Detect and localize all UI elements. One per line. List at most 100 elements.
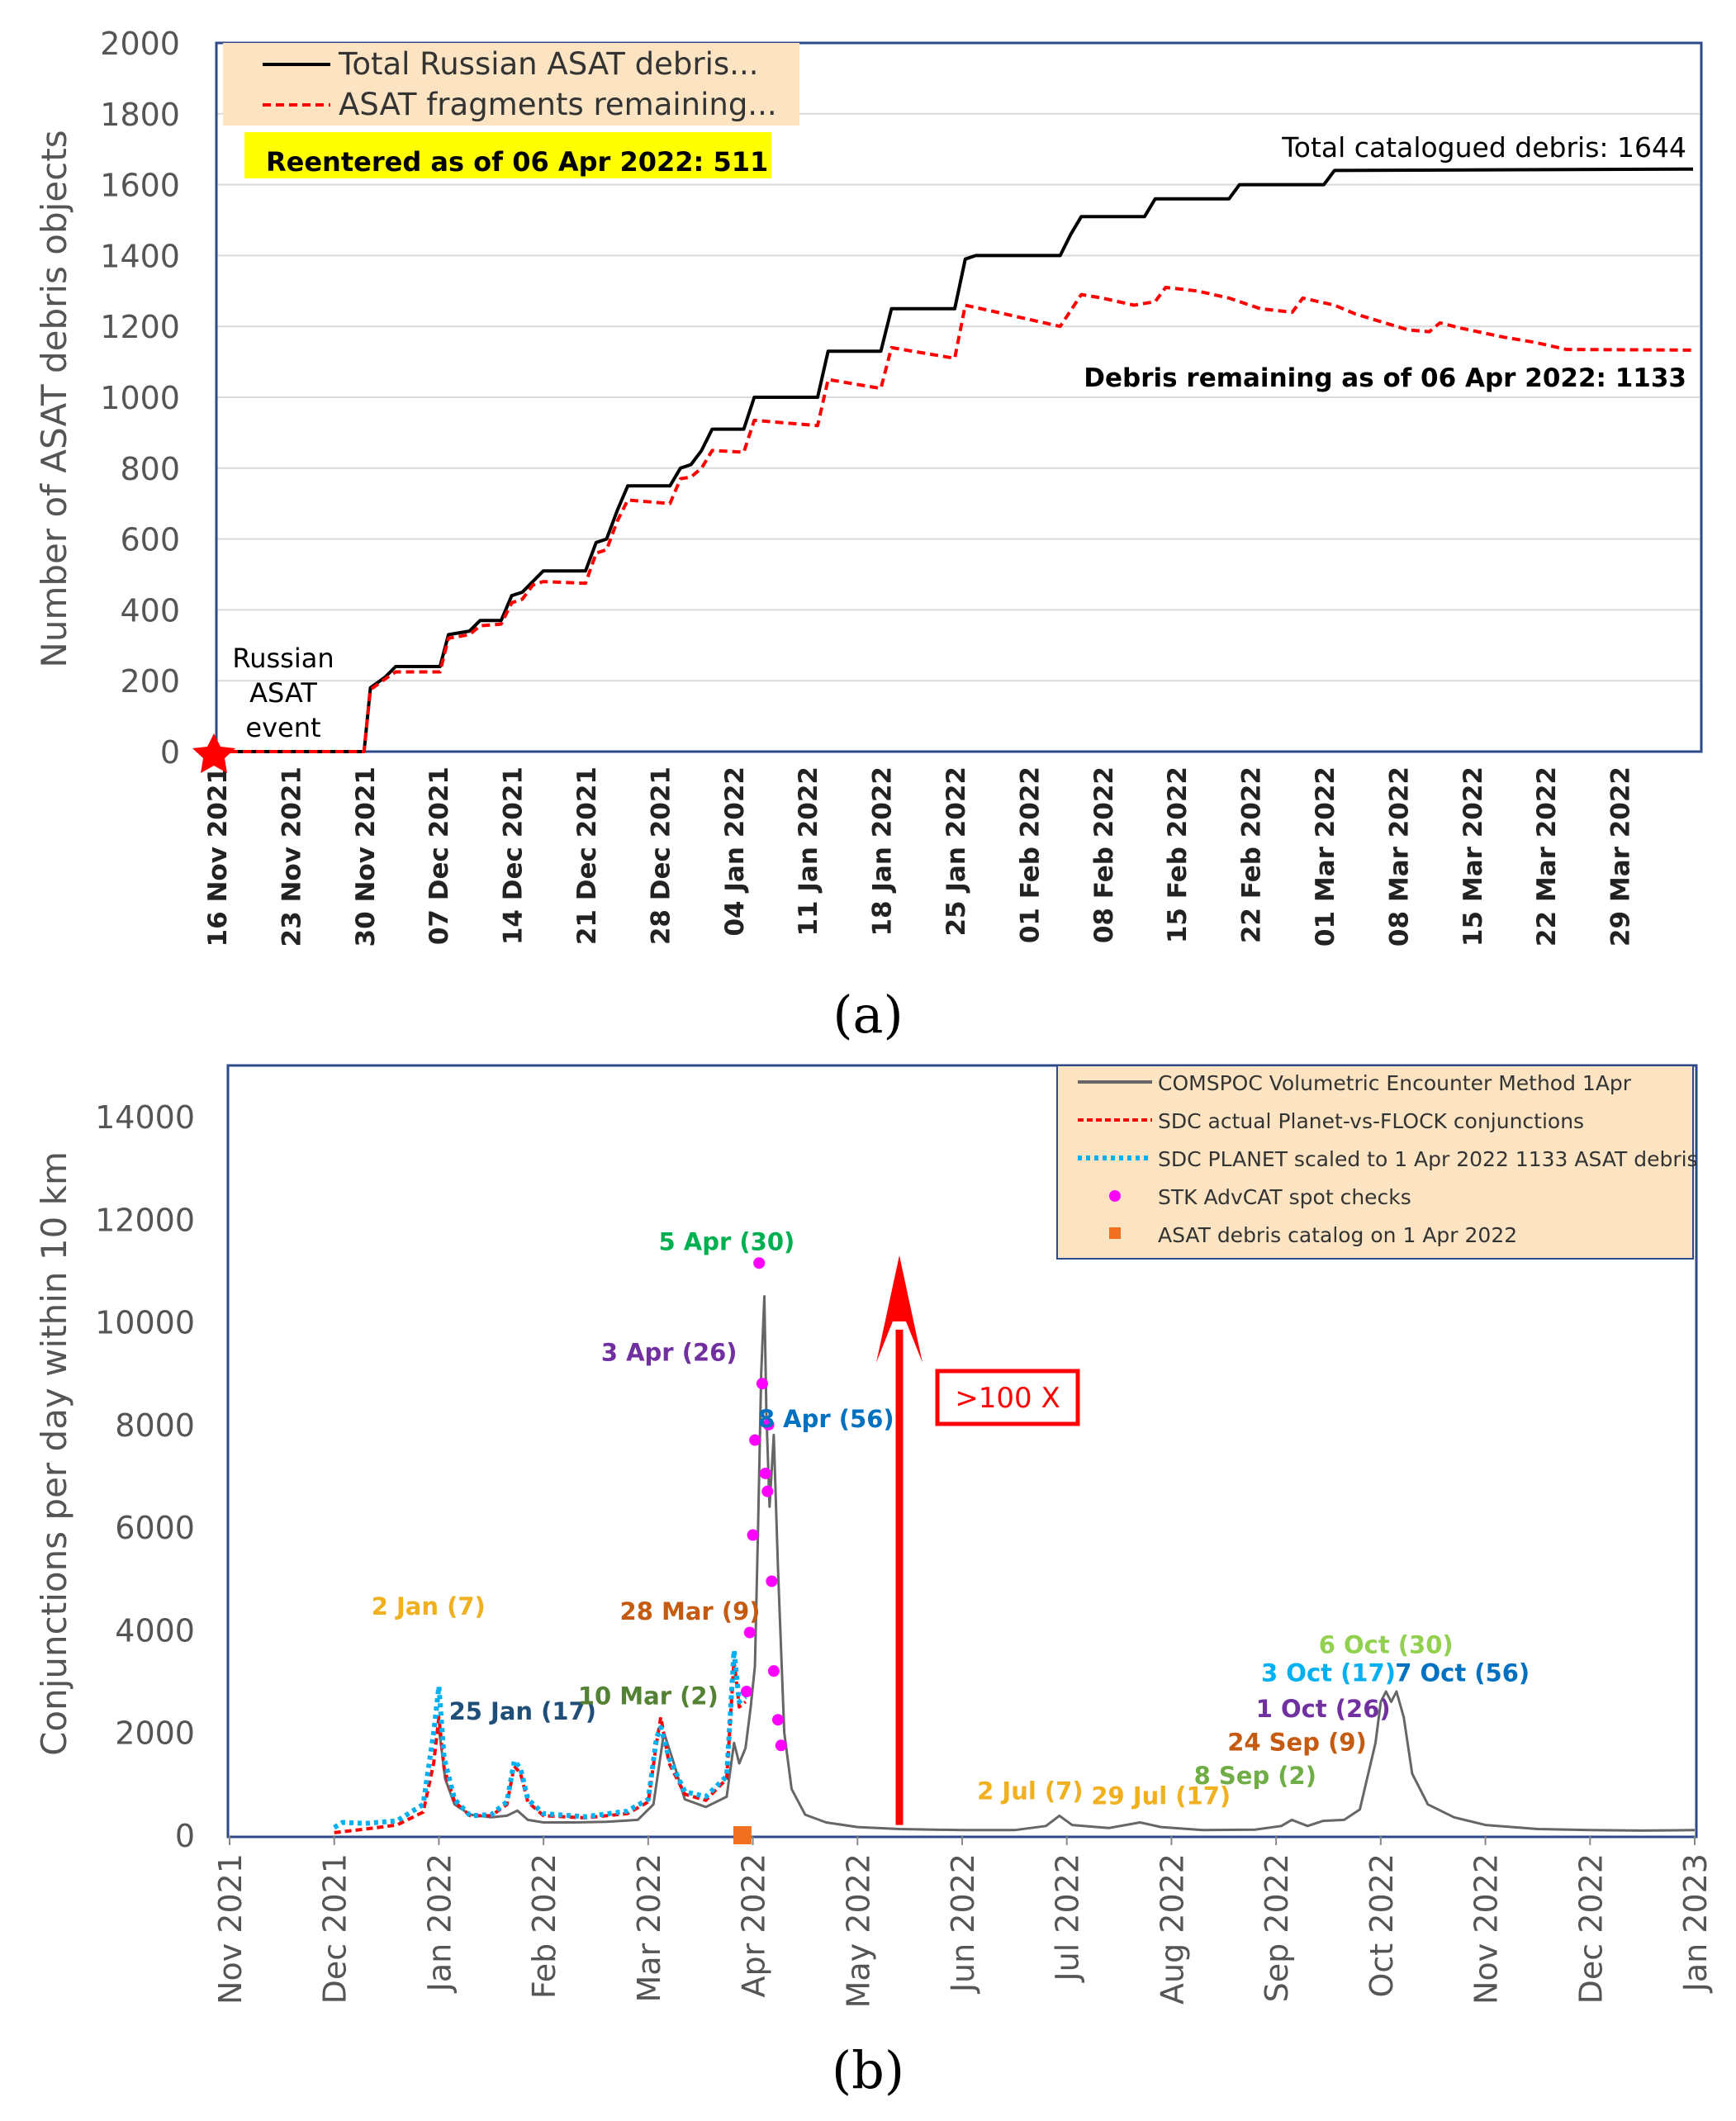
chart-b-series-comspoc-line bbox=[437, 1295, 1696, 1832]
chart-a-series bbox=[216, 167, 1694, 753]
chart-b-y-tick-label: 0 bbox=[175, 1818, 195, 1854]
chart-a-x-tick-label: 16 Nov 2021 bbox=[203, 766, 233, 947]
chart-b-legend-label-sdc-scaled: SDC PLANET scaled to 1 Apr 2022 1133 ASA… bbox=[1158, 1147, 1698, 1171]
chart-a-x-tick-label: 01 Feb 2022 bbox=[1015, 766, 1045, 943]
chart-a-x-tick-label: 18 Jan 2022 bbox=[868, 766, 898, 937]
chart-b-spot-check-point bbox=[747, 1529, 759, 1541]
chart-a-series-total-line bbox=[216, 167, 1694, 753]
chart-b-spot-check-point bbox=[759, 1467, 771, 1479]
chart-a-y-tick-label: 1000 bbox=[100, 380, 180, 416]
chart-b-spot-check-point bbox=[767, 1665, 780, 1677]
chart-a-total-catalogued-note: Total catalogued debris: 1644 bbox=[1281, 131, 1686, 164]
chart-a-x-tick-label: 29 Mar 2022 bbox=[1606, 766, 1636, 947]
chart-b-x-tick-label: Sep 2022 bbox=[1259, 1853, 1295, 2002]
chart-a-y-tick-label: 1200 bbox=[100, 309, 180, 345]
chart-b-legend-label-comspoc: COMSPOC Volumetric Encounter Method 1Apr bbox=[1158, 1071, 1632, 1095]
chart-b-annotation-label: 10 Mar (2) bbox=[578, 1682, 719, 1711]
chart-a-event-label-line1: Russian bbox=[232, 643, 334, 674]
chart-a-remaining-note: Debris remaining as of 06 Apr 2022: 1133 bbox=[1084, 363, 1686, 393]
chart-b-annotation-label: 8 Apr (56) bbox=[758, 1405, 894, 1433]
chart-b-caption: (b) bbox=[832, 2040, 904, 2100]
chart-b-annotation-label: 2 Jul (7) bbox=[977, 1777, 1083, 1805]
chart-a-y-tick-label: 2000 bbox=[100, 26, 180, 62]
chart-a-y-tick-label: 1600 bbox=[100, 168, 180, 204]
chart-a-x-tick-label: 23 Nov 2021 bbox=[277, 766, 306, 947]
chart-b-annotation-label: 1 Oct (26) bbox=[1256, 1695, 1391, 1723]
chart-b-arrow-head bbox=[875, 1255, 923, 1363]
chart-b-y-ticks: 0 2000 4000 6000 8000 10000 12000 14000 bbox=[95, 1099, 195, 1854]
chart-b-legend-box bbox=[1056, 1065, 1694, 1260]
chart-a-y-ticks: 0 200 400 600 800 1000 1200 1400 1600 1800 2000 bbox=[100, 26, 180, 771]
chart-a-reentered-highlight bbox=[244, 132, 771, 178]
chart-a-legend-label-remaining: ASAT fragments remaining... bbox=[339, 87, 777, 122]
chart-b-y-tick-label: 4000 bbox=[115, 1612, 195, 1649]
chart-a-y-tick-label: 1400 bbox=[100, 238, 180, 274]
chart-a-event-star-icon bbox=[192, 733, 235, 773]
chart-b-x-tick-label: Oct 2022 bbox=[1364, 1853, 1400, 1998]
chart-a-legend-box bbox=[223, 43, 799, 126]
chart-a-x-tick-label: 22 Mar 2022 bbox=[1532, 766, 1562, 947]
chart-b: 0 2000 4000 6000 8000 10000 12000 14000 Nov 202… bbox=[34, 1064, 1714, 2100]
chart-b-spot-check-point bbox=[743, 1626, 756, 1639]
chart-a-x-tick-label: 11 Jan 2022 bbox=[794, 766, 823, 937]
chart-a-x-tick-label: 21 Dec 2021 bbox=[572, 766, 602, 945]
chart-b-x-tick-label: Nov 2022 bbox=[1468, 1853, 1505, 2005]
chart-b-annotation-label: 3 Apr (26) bbox=[601, 1338, 738, 1366]
chart-b-catalog-marker bbox=[733, 1826, 752, 1844]
chart-b-annotation-label: 8 Sep (2) bbox=[1194, 1762, 1316, 1790]
chart-b-increase-arrow: >100 X bbox=[875, 1255, 1080, 1825]
chart-b-spot-check-point bbox=[761, 1485, 774, 1497]
chart-b-legend-label-catalog: ASAT debris catalog on 1 Apr 2022 bbox=[1158, 1223, 1517, 1247]
chart-b-spot-check-point bbox=[771, 1714, 784, 1726]
chart-b-x-tick-label: Jul 2022 bbox=[1050, 1853, 1086, 1983]
chart-a-y-tick-label: 1800 bbox=[100, 97, 180, 133]
chart-b-annotation-label: 28 Mar (9) bbox=[620, 1597, 761, 1625]
chart-b-y-tick-label: 8000 bbox=[115, 1407, 195, 1444]
chart-b-annotation-label: 25 Jan (17) bbox=[449, 1697, 596, 1725]
chart-b-legend: COMSPOC Volumetric Encounter Method 1Apr… bbox=[1056, 1065, 1698, 1260]
chart-b-y-tick-label: 14000 bbox=[95, 1099, 195, 1136]
chart-b-x-tick-label: Dec 2021 bbox=[317, 1853, 353, 2004]
chart-b-spot-check-point bbox=[766, 1575, 778, 1587]
chart-b-annotation-label: 5 Apr (30) bbox=[659, 1228, 795, 1256]
chart-a-y-axis-label: Number of ASAT debris objects bbox=[34, 130, 74, 667]
chart-a-x-tick-label: 08 Feb 2022 bbox=[1089, 766, 1119, 943]
chart-b-annotation-label: 6 Oct (30) bbox=[1319, 1630, 1454, 1658]
chart-b-x-tick-label: Dec 2022 bbox=[1572, 1853, 1609, 2004]
chart-a-x-ticks: 16 Nov 2021 23 Nov 2021 30 Nov 2021 07 Dec … bbox=[203, 766, 1636, 947]
chart-a-y-tick-label: 0 bbox=[160, 734, 180, 771]
chart-b-x-tick-label: May 2022 bbox=[840, 1853, 876, 2008]
chart-b-x-tick-label: Jan 2023 bbox=[1677, 1853, 1714, 1993]
chart-a-reentered-note: Reentered as of 06 Apr 2022: 511 bbox=[266, 146, 768, 178]
chart-b-annotation-label: 3 Oct (17) bbox=[1261, 1659, 1396, 1687]
chart-b-annotations: 2 Jan (7) 25 Jan (17)10 Mar (2) 28 Mar (9)… bbox=[372, 1228, 1530, 1810]
chart-b-annotation-label: 24 Sep (9) bbox=[1227, 1728, 1367, 1756]
chart-a-x-tick-label: 04 Jan 2022 bbox=[720, 766, 750, 937]
chart-b-annotation-label: 7 Oct (56) bbox=[1395, 1659, 1530, 1687]
chart-b-x-tick-label: Apr 2022 bbox=[736, 1853, 772, 1998]
chart-a-x-tick-label: 01 Mar 2022 bbox=[1311, 766, 1340, 947]
chart-b-spot-check-point bbox=[740, 1686, 752, 1698]
chart-b-x-tick-label: Jan 2022 bbox=[421, 1853, 458, 1993]
chart-b-x-ticks: Nov 2021 Dec 2021 Jan 2022 Feb 2022 Mar 2022… bbox=[212, 1835, 1714, 2008]
chart-a-x-tick-label: 14 Dec 2021 bbox=[499, 766, 529, 945]
chart-a-x-tick-label: 28 Dec 2021 bbox=[646, 766, 676, 945]
chart-b-x-tick-label: Mar 2022 bbox=[631, 1853, 667, 2002]
chart-b-arrow-label: >100 X bbox=[955, 1382, 1060, 1415]
chart-b-series-sdc-actual-line bbox=[334, 1658, 747, 1834]
chart-b-spot-check-point bbox=[775, 1739, 787, 1752]
chart-a: 0 200 400 600 800 1000 1200 1400 1600 1800 2000 16… bbox=[34, 26, 1703, 1045]
chart-b-y-tick-label: 6000 bbox=[115, 1510, 195, 1546]
chart-a-y-tick-label: 200 bbox=[120, 663, 180, 700]
chart-a-caption: (a) bbox=[832, 985, 903, 1045]
chart-a-y-tick-label: 600 bbox=[120, 522, 180, 558]
chart-a-y-tick-label: 800 bbox=[120, 451, 180, 487]
chart-b-x-tick-label: Jun 2022 bbox=[945, 1853, 981, 1994]
chart-a-x-tick-label: 15 Mar 2022 bbox=[1459, 766, 1488, 947]
chart-a-x-tick-label: 30 Nov 2021 bbox=[351, 766, 381, 947]
chart-a-y-tick-label: 400 bbox=[120, 592, 180, 629]
chart-b-series bbox=[333, 1295, 1696, 1834]
chart-a-x-tick-label: 08 Mar 2022 bbox=[1384, 766, 1414, 947]
chart-b-spot-check-point bbox=[762, 1418, 775, 1431]
